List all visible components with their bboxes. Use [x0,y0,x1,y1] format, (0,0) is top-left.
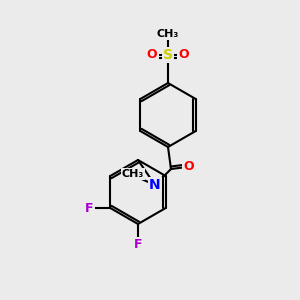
Text: F: F [134,238,142,251]
Text: CH₃: CH₃ [157,29,179,39]
Text: O: O [179,49,189,62]
Text: O: O [147,49,157,62]
Text: S: S [163,48,173,62]
Text: CH₃: CH₃ [122,169,144,179]
Text: O: O [184,160,194,173]
Text: F: F [85,202,94,214]
Text: N: N [149,178,161,192]
